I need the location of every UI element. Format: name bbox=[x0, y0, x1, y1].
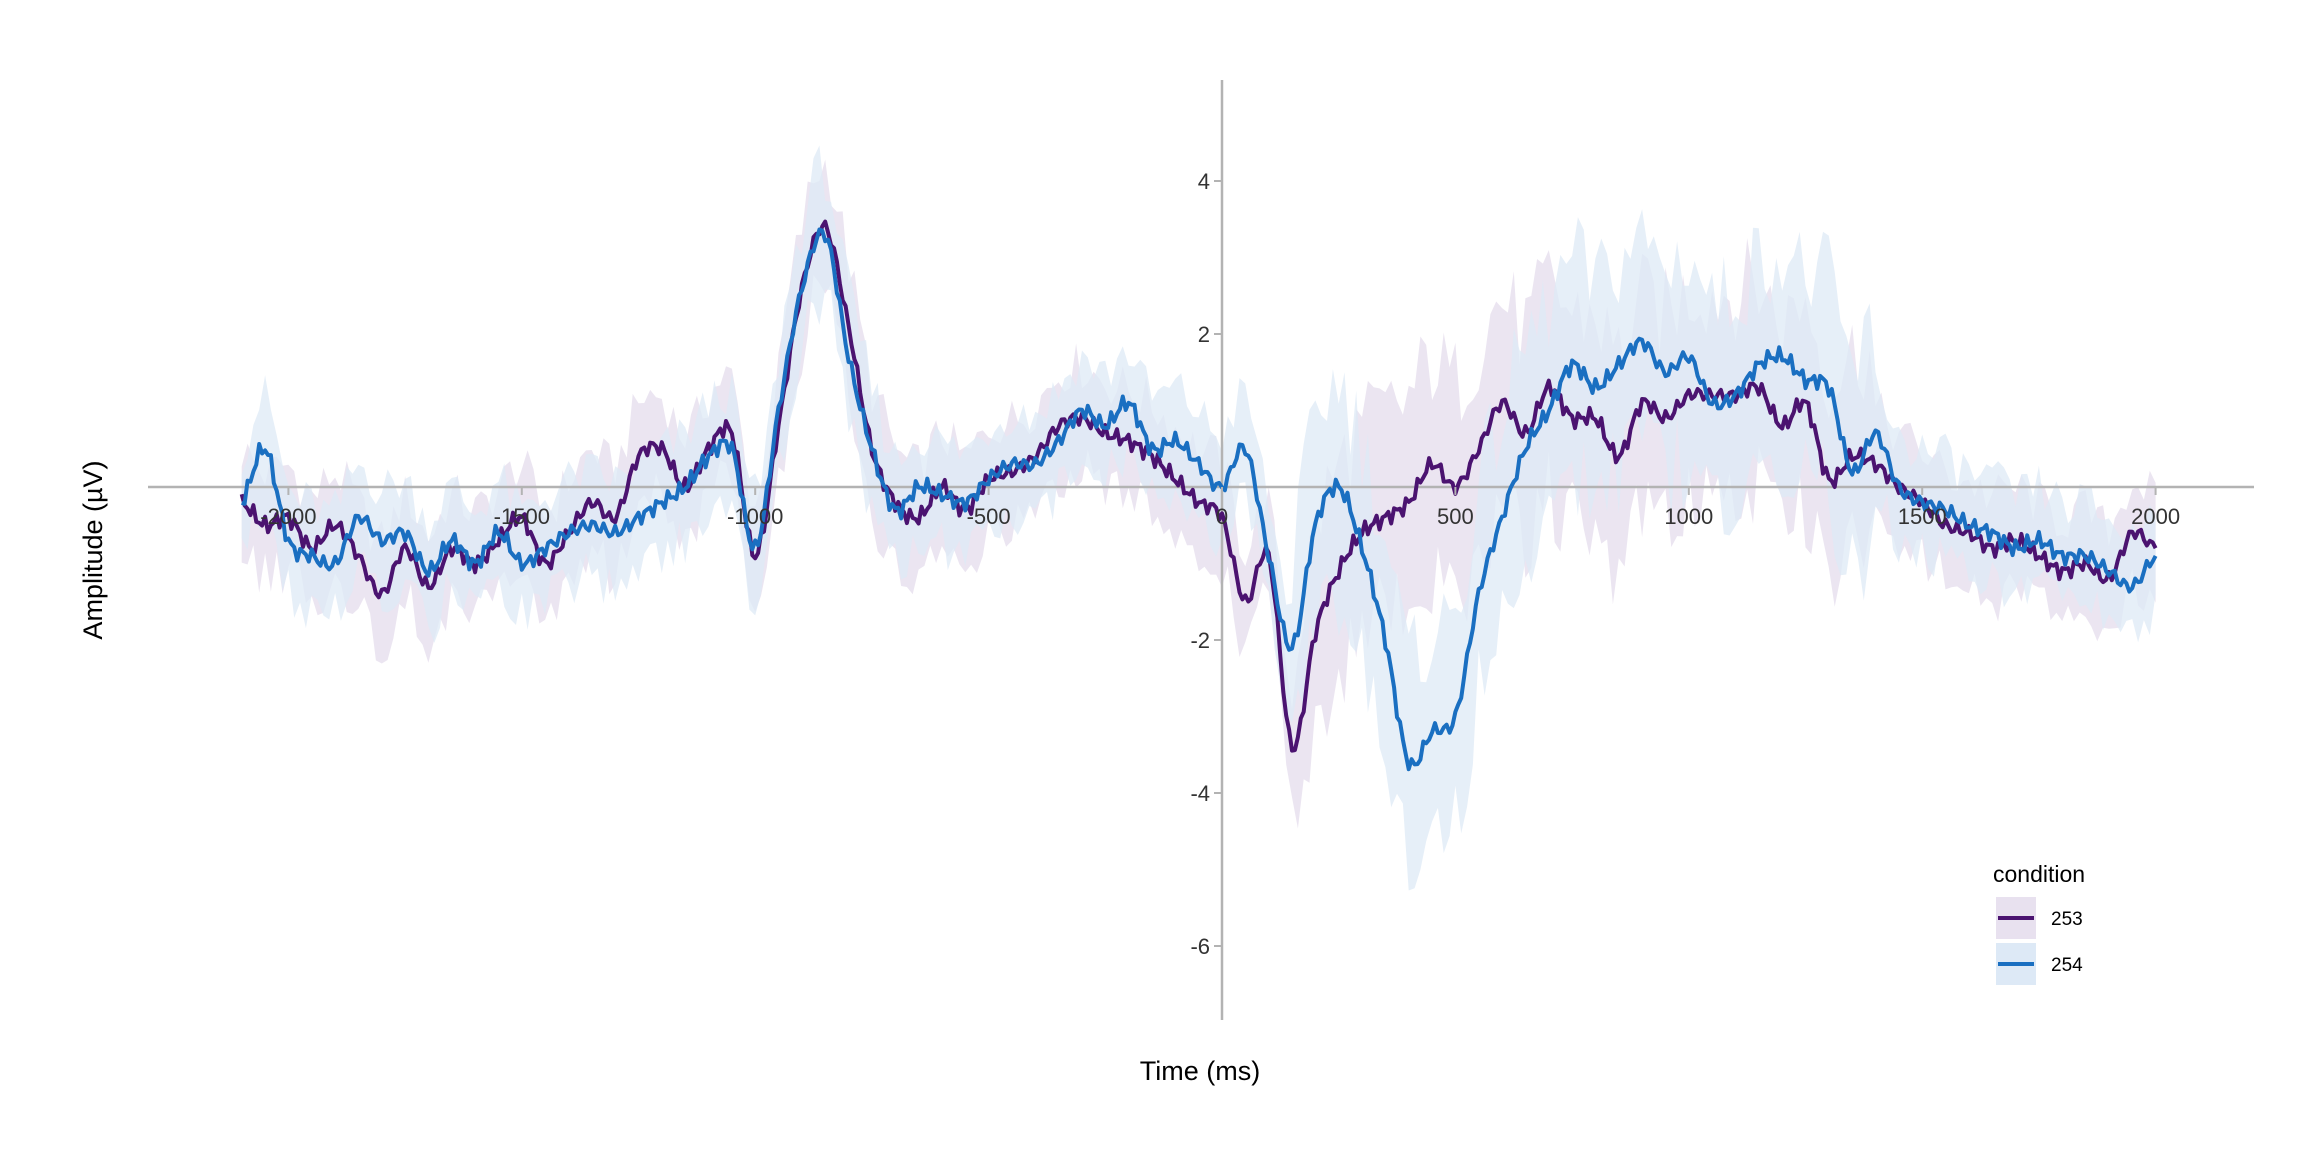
x-tick-label: 1000 bbox=[1664, 504, 1713, 529]
tick-labels: -2000 -1500 -1000 -500 0 500 1000 1500 2000 4 2 -2 -… bbox=[260, 169, 2180, 959]
x-tick-label: -1000 bbox=[727, 504, 783, 529]
x-tick-label: -2000 bbox=[260, 504, 316, 529]
x-tick-label: 1500 bbox=[1898, 504, 1947, 529]
x-tick-label: -500 bbox=[967, 504, 1011, 529]
legend: condition 253 254 bbox=[1993, 861, 2085, 985]
y-tick-label: -2 bbox=[1190, 628, 1210, 653]
x-tick-label: 2000 bbox=[2131, 504, 2180, 529]
y-tick-label: -4 bbox=[1190, 781, 1210, 806]
y-tick-label: -6 bbox=[1190, 934, 1210, 959]
series-line-254 bbox=[240, 227, 2158, 772]
legend-items: 253 254 bbox=[1996, 897, 2083, 985]
series-line-253 bbox=[239, 219, 2158, 753]
legend-label: 254 bbox=[2051, 955, 2083, 976]
legend-title: condition bbox=[1993, 861, 2085, 887]
x-tick-label: -1500 bbox=[494, 504, 550, 529]
y-tick-label: 2 bbox=[1198, 322, 1210, 347]
x-axis-title: Time (ms) bbox=[1140, 1056, 1260, 1086]
legend-label: 253 bbox=[2051, 909, 2083, 930]
legend-item-254: 254 bbox=[1996, 943, 2083, 985]
y-axis-title: Amplitude (µV) bbox=[78, 460, 108, 639]
confidence-bands bbox=[241, 145, 2156, 891]
band-254 bbox=[241, 145, 2156, 891]
x-tick-label: 0 bbox=[1216, 504, 1228, 529]
y-tick-label: 4 bbox=[1198, 169, 1210, 194]
x-tick-label: 500 bbox=[1437, 504, 1474, 529]
legend-item-253: 253 bbox=[1996, 897, 2083, 939]
series-lines bbox=[239, 219, 2158, 772]
